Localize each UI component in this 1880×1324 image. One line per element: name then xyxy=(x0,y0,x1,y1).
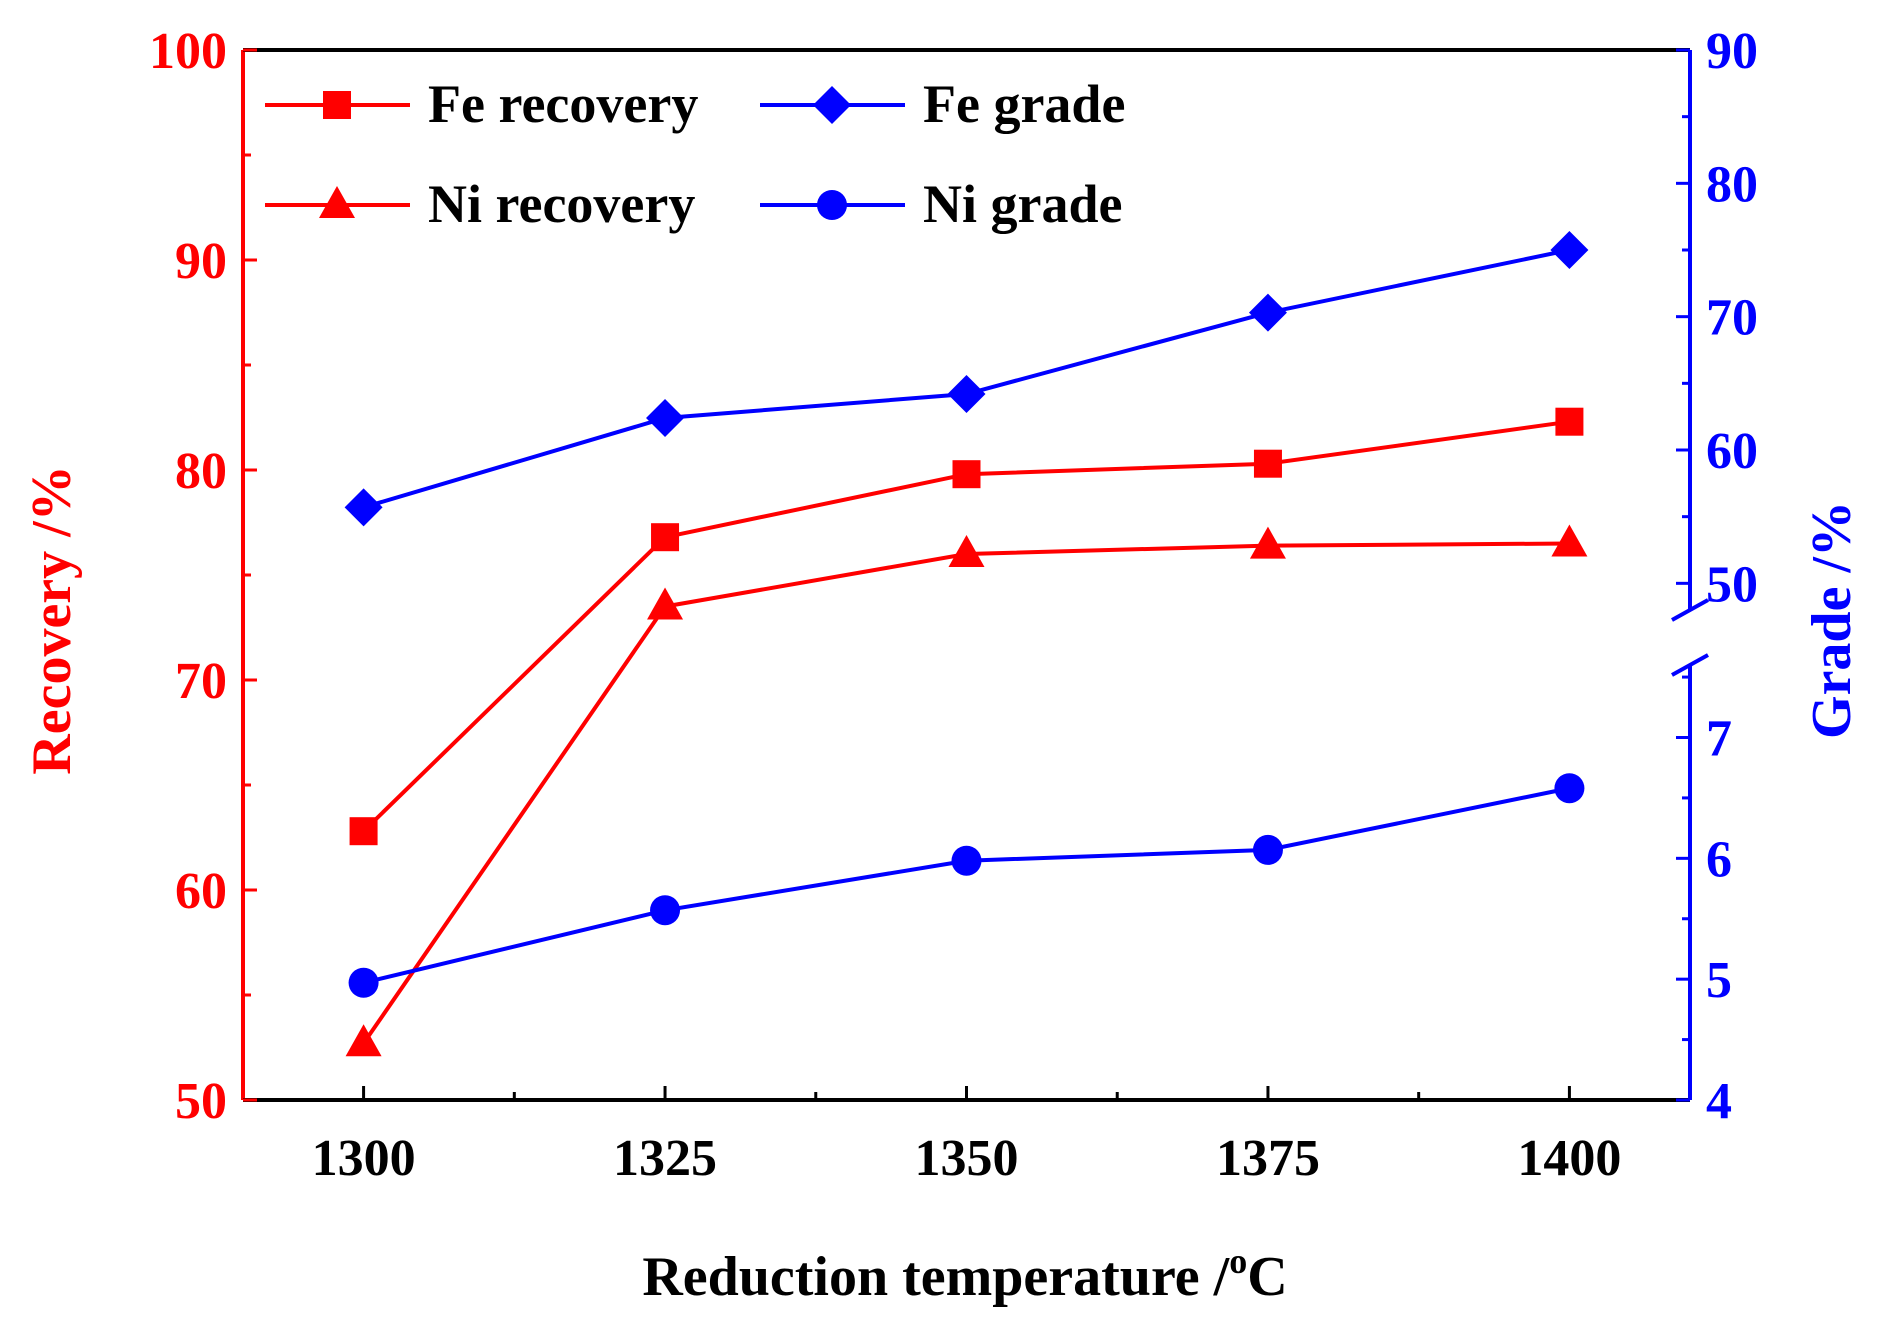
x-tick-label: 1325 xyxy=(613,1130,717,1187)
fe-recovery-point xyxy=(1555,407,1584,436)
y-left-tick-label: 60 xyxy=(175,863,227,920)
x-axis-title-unit: C xyxy=(1247,1246,1287,1308)
y-left-tick-label: 90 xyxy=(175,233,227,290)
x-axis-title-main: Reduction temperature / xyxy=(642,1246,1230,1308)
legend: Fe recovery Fe grade Ni recovery Ni grade xyxy=(265,74,1125,234)
fe-recovery-point xyxy=(651,523,680,552)
legend-fe-recovery-marker xyxy=(323,91,351,119)
x-tick-label: 1400 xyxy=(1517,1130,1621,1187)
x-axis-title-superscript: o xyxy=(1229,1241,1247,1281)
y-right-lower-tick-label: 6 xyxy=(1706,831,1732,888)
y-right-lower-tick-label: 4 xyxy=(1706,1073,1732,1130)
fe-grade-point xyxy=(344,488,383,527)
y-left-tick-label: 80 xyxy=(175,443,227,500)
y-left-tick-label: 100 xyxy=(149,23,227,80)
axes-layer: 1300 1325 1350 1375 1400 50 60 70 80 90 100 4 5 6 7 50 6… xyxy=(149,23,1758,1187)
x-tick-label: 1300 xyxy=(312,1130,416,1187)
legend-fe-grade-marker xyxy=(813,86,851,124)
ni-recovery-point xyxy=(345,1024,382,1057)
legend-ni-grade-marker xyxy=(817,190,847,220)
y-right-axis-title: Grade /% xyxy=(1801,501,1863,739)
legend-fe-recovery-label: Fe recovery xyxy=(428,74,698,134)
fe-grade-point xyxy=(1550,231,1589,269)
ni-recovery-point xyxy=(948,535,985,567)
legend-ni-grade-label: Ni grade xyxy=(923,174,1122,234)
fe-grade-point xyxy=(646,399,685,437)
ni-recovery-point xyxy=(1249,526,1286,559)
ni-grade-point xyxy=(348,967,379,998)
fe-recovery-point xyxy=(952,460,981,489)
x-axis-title: Reduction temperature /oC xyxy=(642,1241,1287,1308)
ni-recovery-line xyxy=(361,541,1570,1045)
legend-fe-grade-label: Fe grade xyxy=(923,74,1125,134)
ni-grade-point xyxy=(951,845,982,876)
axis-break-mark-lower xyxy=(1671,653,1709,677)
y-right-upper-tick-label: 80 xyxy=(1706,156,1758,213)
legend-ni-recovery-label: Ni recovery xyxy=(428,174,695,234)
ni-grade-line xyxy=(363,786,1570,985)
y-left-tick-label: 70 xyxy=(175,653,227,710)
ni-recovery-point xyxy=(647,587,684,620)
y-left-tick-label: 50 xyxy=(175,1073,227,1130)
y-right-upper-tick-label: 50 xyxy=(1706,556,1758,613)
y-left-axis-title: Recovery /% xyxy=(21,465,83,774)
y-right-upper-tick-label: 90 xyxy=(1706,23,1758,80)
ni-grade-point xyxy=(1554,773,1585,804)
series-layer xyxy=(344,231,1589,1057)
fe-recovery-point xyxy=(1253,449,1282,478)
fe-recovery-point xyxy=(349,817,378,846)
y-right-upper-tick-label: 60 xyxy=(1706,423,1758,480)
x-tick-label: 1350 xyxy=(915,1130,1019,1187)
y-right-lower-tick-label: 7 xyxy=(1706,711,1732,768)
y-right-upper-tick-label: 70 xyxy=(1706,290,1758,347)
ni-grade-point xyxy=(1252,834,1283,865)
ni-recovery-point xyxy=(1551,524,1588,557)
ni-grade-point xyxy=(650,895,681,926)
axis-break-mark-upper xyxy=(1671,598,1709,622)
fe-grade-point xyxy=(947,375,986,413)
y-right-lower-tick-label: 5 xyxy=(1706,952,1732,1009)
x-tick-label: 1375 xyxy=(1216,1130,1320,1187)
fe-grade-point xyxy=(1248,293,1287,332)
legend-ni-recovery-marker xyxy=(319,186,355,218)
